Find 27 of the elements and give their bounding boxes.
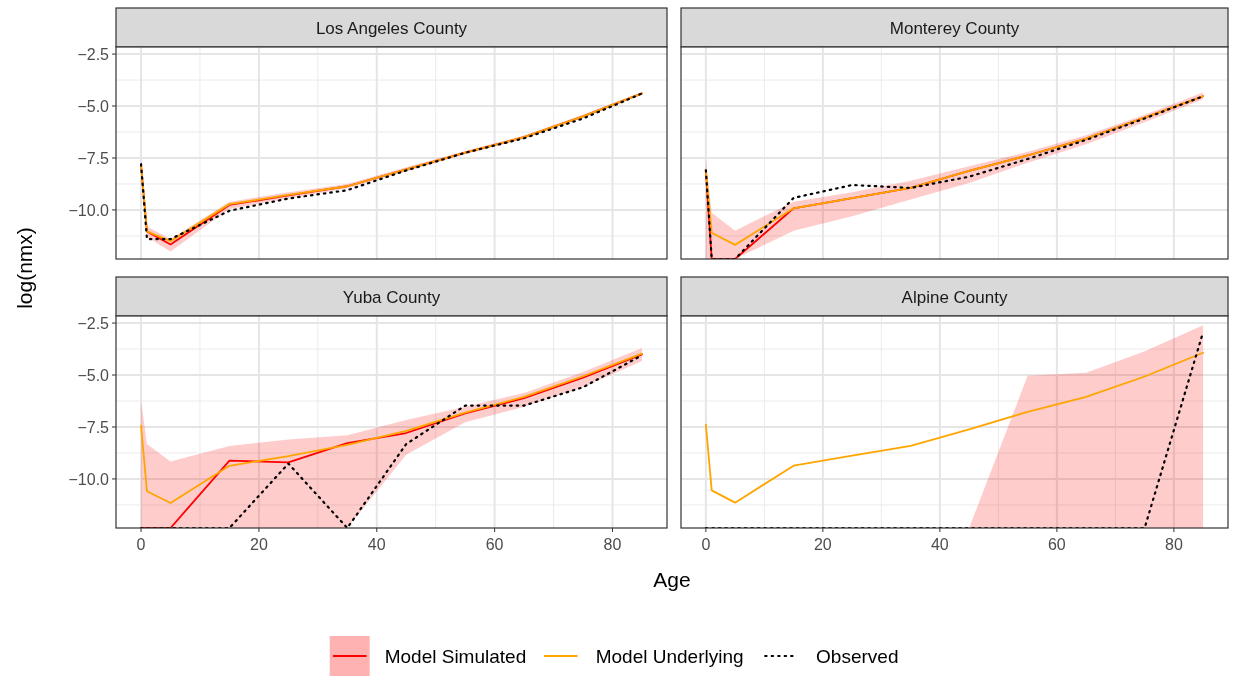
y-tick-label: −5.0 [77, 366, 110, 384]
chart-title: Monterey County [889, 18, 1020, 38]
y-tick-label: −10.0 [68, 470, 110, 488]
x-tick-label: 20 [813, 536, 832, 553]
x-tick-label: 0 [136, 536, 146, 553]
y-tick-label: −2.5 [77, 314, 110, 332]
x-tick-label: 40 [930, 536, 949, 553]
x-tick-label: 80 [603, 536, 622, 553]
chart-title: Alpine County [901, 287, 1008, 307]
x-tick-label: 20 [250, 536, 268, 553]
x-tick-label: 80 [1164, 536, 1183, 553]
y-axis-title: log(nmx) [13, 227, 36, 309]
x-tick-label: 60 [1047, 536, 1066, 553]
x-tick-label: 60 [485, 536, 504, 553]
legend-label: Model Simulated [384, 645, 527, 667]
x-axis-title: Age [653, 568, 691, 591]
legend-label: Observed [816, 645, 899, 667]
y-tick-label: −7.5 [77, 418, 110, 436]
x-tick-label: 0 [701, 536, 711, 553]
y-tick-label: −7.5 [77, 149, 110, 167]
x-tick-label: 40 [367, 536, 386, 553]
chart-title: Yuba County [342, 287, 441, 307]
y-tick-label: −5.0 [77, 97, 110, 115]
chart-title: Los Angeles County [315, 18, 468, 38]
y-tick-label: −10.0 [68, 201, 110, 219]
y-tick-label: −2.5 [77, 45, 110, 63]
legend-label: Model Underlying [595, 645, 744, 667]
